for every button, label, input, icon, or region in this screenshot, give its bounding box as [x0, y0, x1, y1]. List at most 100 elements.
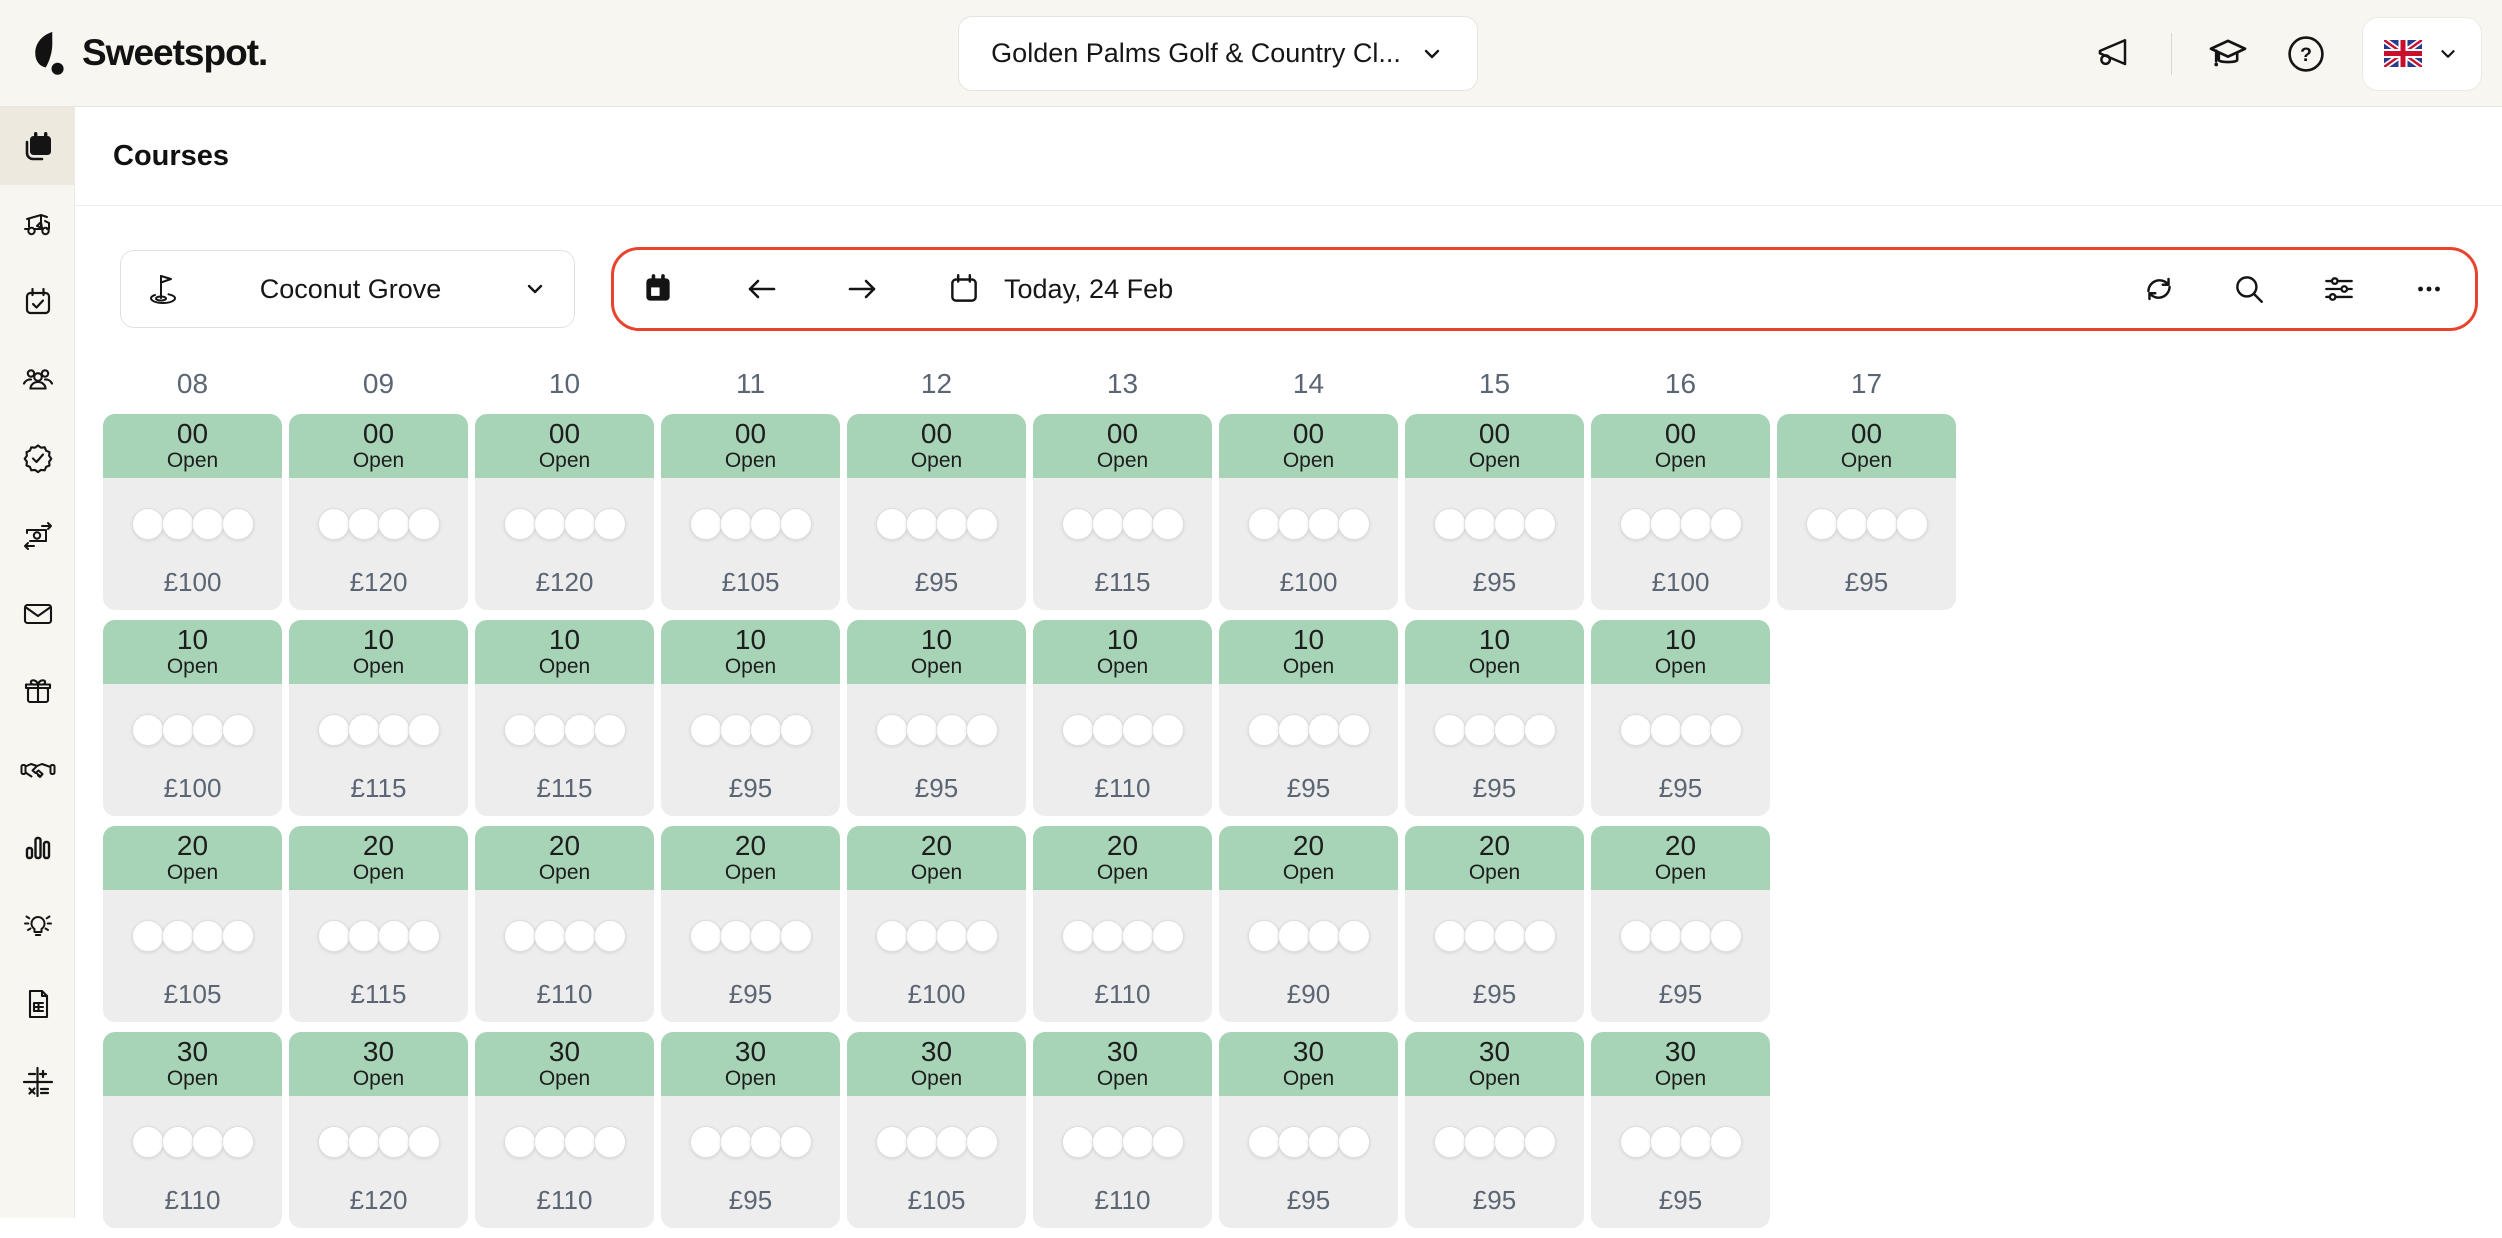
sidebar-item-insights[interactable] [0, 887, 75, 965]
graduation-cap-icon[interactable] [2206, 32, 2250, 76]
ellipsis-icon[interactable] [2407, 267, 2451, 311]
player-slot-circle[interactable] [1464, 714, 1496, 746]
player-slot-circle[interactable] [1680, 714, 1712, 746]
player-slot-circle[interactable] [1494, 714, 1526, 746]
player-slot-circle[interactable] [1152, 920, 1184, 952]
sidebar-item-golf-cart[interactable] [0, 185, 75, 263]
player-slot-circle[interactable] [1650, 1126, 1682, 1158]
player-slot-circle[interactable] [906, 714, 938, 746]
player-slot-circle[interactable] [936, 508, 968, 540]
player-slot-circle[interactable] [1680, 920, 1712, 952]
player-slot-circle[interactable] [192, 920, 224, 952]
player-slot-circle[interactable] [690, 1126, 722, 1158]
player-slot-circle[interactable] [1494, 1126, 1526, 1158]
player-slot-circle[interactable] [936, 920, 968, 952]
player-slot-circle[interactable] [1494, 920, 1526, 952]
player-slot-circle[interactable] [966, 920, 998, 952]
player-slot-circle[interactable] [1836, 508, 1868, 540]
player-slot-circle[interactable] [1464, 920, 1496, 952]
player-slot-circle[interactable] [1494, 508, 1526, 540]
player-slot-circle[interactable] [1062, 508, 1094, 540]
player-slot-circle[interactable] [720, 714, 752, 746]
player-slot-circle[interactable] [594, 920, 626, 952]
player-slot-circle[interactable] [378, 714, 410, 746]
player-slot-circle[interactable] [1710, 1126, 1742, 1158]
player-slot-circle[interactable] [1434, 920, 1466, 952]
player-slot-circle[interactable] [378, 920, 410, 952]
player-slot-circle[interactable] [348, 920, 380, 952]
player-slot-circle[interactable] [1062, 920, 1094, 952]
player-slot-circle[interactable] [1152, 1126, 1184, 1158]
player-slot-circle[interactable] [1710, 714, 1742, 746]
player-slot-circle[interactable] [408, 920, 440, 952]
player-slot-circle[interactable] [780, 714, 812, 746]
player-slot-circle[interactable] [594, 1126, 626, 1158]
player-slot-circle[interactable] [504, 920, 536, 952]
player-slot-circle[interactable] [1092, 714, 1124, 746]
course-selector-dropdown[interactable]: Coconut Grove [120, 250, 575, 328]
player-slot-circle[interactable] [1308, 508, 1340, 540]
arrow-right-icon[interactable] [840, 267, 884, 311]
player-slot-circle[interactable] [504, 1126, 536, 1158]
player-slot-circle[interactable] [1122, 714, 1154, 746]
sidebar-item-vouchers[interactable] [0, 653, 75, 731]
player-slot-circle[interactable] [348, 1126, 380, 1158]
player-slot-circle[interactable] [876, 508, 908, 540]
player-slot-circle[interactable] [1278, 508, 1310, 540]
player-slot-circle[interactable] [222, 1126, 254, 1158]
player-slot-circle[interactable] [1710, 508, 1742, 540]
player-slot-circle[interactable] [192, 508, 224, 540]
player-slot-circle[interactable] [906, 1126, 938, 1158]
player-slot-circle[interactable] [318, 1126, 350, 1158]
player-slot-circle[interactable] [534, 920, 566, 952]
player-slot-circle[interactable] [1680, 1126, 1712, 1158]
player-slot-circle[interactable] [1338, 1126, 1370, 1158]
player-slot-circle[interactable] [1710, 920, 1742, 952]
player-slot-circle[interactable] [348, 714, 380, 746]
player-slot-circle[interactable] [318, 920, 350, 952]
sidebar-item-memberships[interactable] [0, 419, 75, 497]
sidebar-item-price-rules[interactable] [0, 1043, 75, 1121]
player-slot-circle[interactable] [594, 714, 626, 746]
player-slot-circle[interactable] [564, 714, 596, 746]
player-slot-circle[interactable] [1248, 1126, 1280, 1158]
player-slot-circle[interactable] [1620, 714, 1652, 746]
player-slot-circle[interactable] [192, 1126, 224, 1158]
player-slot-circle[interactable] [192, 714, 224, 746]
player-slot-circle[interactable] [222, 508, 254, 540]
player-slot-circle[interactable] [1338, 920, 1370, 952]
player-slot-circle[interactable] [690, 714, 722, 746]
sidebar-item-invoices[interactable] [0, 965, 75, 1043]
sliders-icon[interactable] [2317, 267, 2361, 311]
player-slot-circle[interactable] [1122, 920, 1154, 952]
player-slot-circle[interactable] [1434, 714, 1466, 746]
player-slot-circle[interactable] [318, 714, 350, 746]
player-slot-circle[interactable] [750, 1126, 782, 1158]
player-slot-circle[interactable] [1650, 714, 1682, 746]
player-slot-circle[interactable] [966, 1126, 998, 1158]
player-slot-circle[interactable] [162, 714, 194, 746]
player-slot-circle[interactable] [534, 1126, 566, 1158]
player-slot-circle[interactable] [132, 714, 164, 746]
refresh-icon[interactable] [2137, 267, 2181, 311]
player-slot-circle[interactable] [564, 1126, 596, 1158]
player-slot-circle[interactable] [1524, 1126, 1556, 1158]
player-slot-circle[interactable] [1524, 920, 1556, 952]
